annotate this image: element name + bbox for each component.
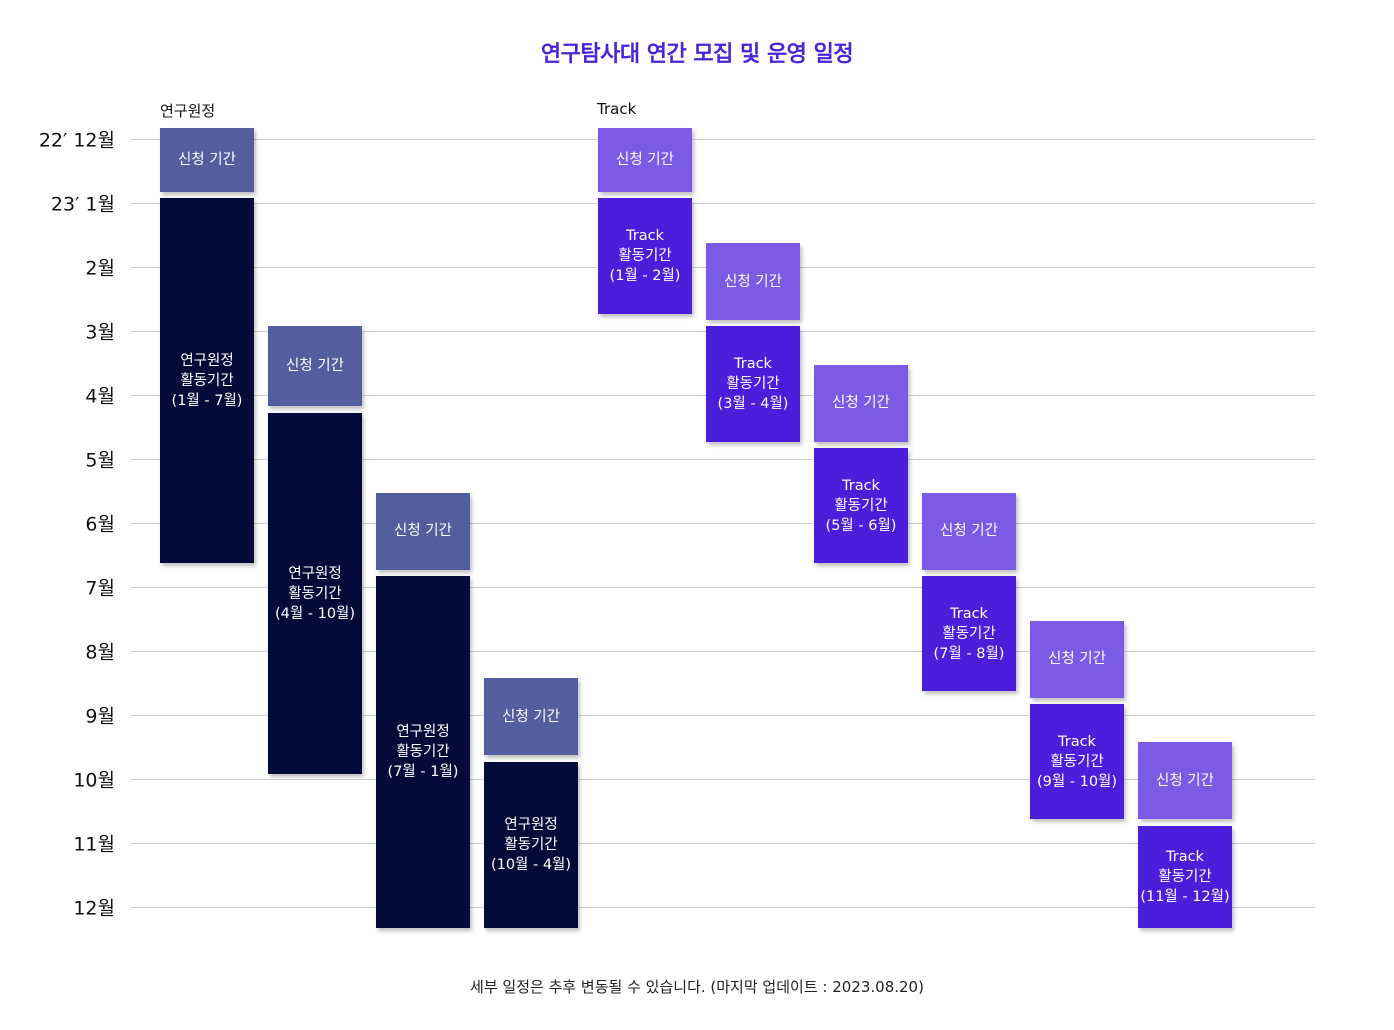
block-label: 연구원정 활동기간 (1월 - 7월): [171, 352, 243, 409]
month-gridline: [130, 203, 1316, 204]
track-apply-block: 신청 기간: [1030, 620, 1124, 698]
month-gridline: [130, 587, 1316, 588]
month-gridline: [130, 651, 1316, 652]
month-label: 3월: [85, 321, 115, 344]
month-label: 11월: [73, 833, 115, 856]
block-label: 신청 기간: [832, 395, 890, 412]
block-label: Track 활동기간 (1월 - 2월): [609, 227, 681, 284]
month-label: 8월: [85, 641, 115, 664]
block-label: 신청 기간: [502, 708, 560, 725]
research-active-block: 연구원정 활동기간 (1월 - 7월): [160, 198, 254, 564]
block-label: 연구원정 활동기간 (10월 - 4월): [490, 816, 572, 873]
track-active-block: Track 활동기간 (1월 - 2월): [598, 198, 692, 314]
block-label: Track 활동기간 (5월 - 6월): [825, 477, 897, 534]
block-label: 연구원정 활동기간 (7월 - 1월): [387, 724, 459, 780]
block-label: 신청 기간: [724, 273, 782, 290]
block-label: Track 활동기간 (9월 - 10월): [1036, 733, 1118, 790]
track-apply-block: 신청 기간: [922, 492, 1016, 570]
page-title: 연구탐사대 연간 모집 및 운영 일정: [540, 42, 854, 67]
block-label: 신청 기간: [940, 523, 998, 540]
month-gridline: [130, 715, 1316, 716]
month-gridline: [130, 843, 1316, 844]
footer-note: 세부 일정은 추후 변동될 수 있습니다. (마지막 업데이트 : 2023.0…: [470, 978, 924, 996]
month-label: 10월: [73, 769, 115, 792]
block-label: 신청 기간: [394, 523, 452, 540]
research-active-block: 연구원정 활동기간 (7월 - 1월): [376, 576, 470, 928]
month-label: 23′ 1월: [50, 193, 115, 216]
track-active-block: Track 활동기간 (7월 - 8월): [922, 576, 1016, 692]
block-label: 신청 기간: [1048, 651, 1106, 668]
month-gridline: [130, 459, 1316, 460]
block-label: Track 활동기간 (11월 - 12월): [1140, 848, 1230, 905]
block-label: Track 활동기간 (3월 - 4월): [717, 355, 789, 412]
track-active-block: Track 활동기간 (3월 - 4월): [706, 326, 800, 442]
month-label: 12월: [73, 897, 115, 920]
research-active-block: 연구원정 활동기간 (10월 - 4월): [484, 761, 578, 928]
track-apply-block: 신청 기간: [598, 128, 692, 192]
month-label: 22′ 12월: [38, 129, 115, 152]
month-label: 4월: [85, 385, 115, 408]
month-gridline: [130, 523, 1316, 524]
block-label: 신청 기간: [616, 152, 674, 168]
month-label: 5월: [85, 449, 115, 472]
track-active-block: Track 활동기간 (11월 - 12월): [1138, 825, 1232, 928]
block-label: Track 활동기간 (7월 - 8월): [933, 605, 1005, 662]
research-apply-block: 신청 기간: [160, 128, 254, 192]
block-label: 신청 기간: [286, 358, 344, 375]
month-gridline: [130, 779, 1316, 780]
research-apply-block: 신청 기간: [376, 492, 470, 570]
research-active-block: 연구원정 활동기간 (4월 - 10월): [268, 412, 362, 775]
month-label: 7월: [85, 577, 115, 600]
block-label: 신청 기간: [178, 152, 236, 168]
month-label: 2월: [85, 257, 115, 280]
track-active-block: Track 활동기간 (5월 - 6월): [814, 448, 908, 564]
month-gridline: [130, 907, 1316, 908]
track-active-block: Track 활동기간 (9월 - 10월): [1030, 704, 1124, 820]
research-group-label: 연구원정: [160, 102, 216, 120]
track-apply-block: 신청 기간: [1138, 742, 1232, 820]
research-apply-block: 신청 기간: [484, 678, 578, 756]
block-label: 신청 기간: [1156, 772, 1214, 789]
month-gridline: [130, 139, 1316, 140]
track-group-label: Track: [597, 100, 637, 118]
track-apply-block: 신청 기간: [706, 243, 800, 320]
month-label: 9월: [85, 705, 115, 728]
track-apply-block: 신청 기간: [814, 364, 908, 442]
month-label: 6월: [85, 513, 115, 536]
research-apply-block: 신청 기간: [268, 326, 362, 407]
block-label: 연구원정 활동기간 (4월 - 10월): [274, 565, 356, 622]
